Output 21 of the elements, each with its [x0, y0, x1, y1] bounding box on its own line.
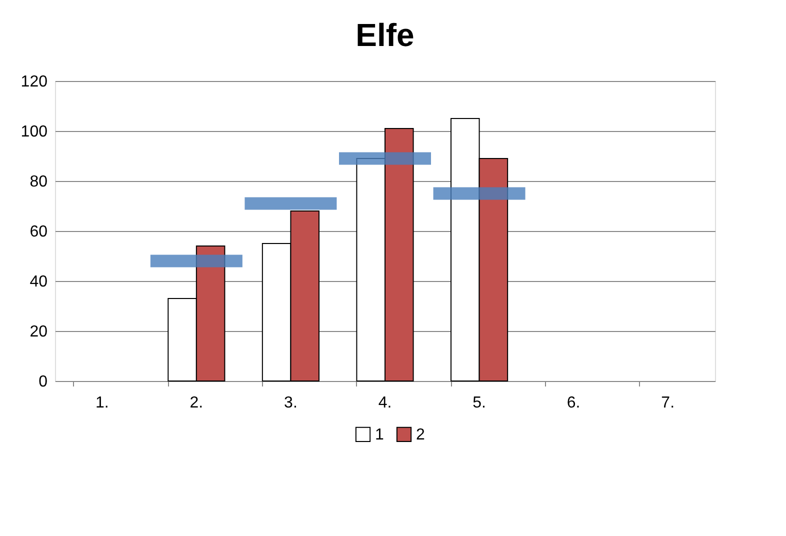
x-tick-label: 4. [378, 394, 392, 412]
chart-title: Elfe [356, 17, 414, 53]
bar [244, 197, 337, 210]
bar [339, 152, 431, 165]
bar [150, 254, 242, 268]
legend-label: 1 [375, 426, 384, 444]
x-tick-label: 5. [472, 394, 486, 412]
y-tick-label: 40 [30, 274, 48, 290]
y-tick-label: 0 [38, 374, 48, 390]
bar [433, 187, 526, 200]
x-tick-label: 1. [95, 394, 109, 412]
y-tick-label: 20 [30, 324, 48, 340]
y-tick-label: 100 [20, 124, 48, 140]
x-tick-label: 7. [661, 394, 675, 412]
x-tick-label: 2. [190, 394, 204, 412]
y-tick-label: 60 [30, 224, 48, 240]
x-tick-label: 3. [284, 394, 298, 412]
y-tick-label: 120 [20, 74, 48, 90]
x-tick-label: 6. [566, 394, 580, 412]
legend-label: 2 [416, 426, 425, 444]
y-tick-label: 80 [30, 174, 48, 190]
